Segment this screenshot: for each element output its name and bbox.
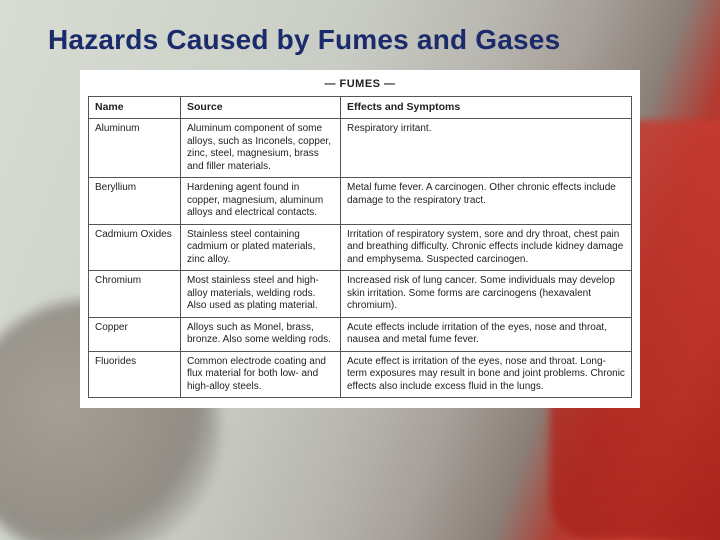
col-header-name: Name <box>89 97 181 119</box>
cell-source: Stainless steel containing cadmium or pl… <box>181 224 341 271</box>
slide-title: Hazards Caused by Fumes and Gases <box>48 24 684 56</box>
table-header-row: Name Source Effects and Symptoms <box>89 97 632 119</box>
cell-source: Common electrode coating and flux materi… <box>181 351 341 398</box>
table-caption: — FUMES — <box>88 76 632 96</box>
cell-name: Beryllium <box>89 178 181 225</box>
col-header-effects: Effects and Symptoms <box>341 97 632 119</box>
cell-effects: Acute effect is irritation of the eyes, … <box>341 351 632 398</box>
table-row: Cadmium Oxides Stainless steel containin… <box>89 224 632 271</box>
col-header-source: Source <box>181 97 341 119</box>
cell-name: Fluorides <box>89 351 181 398</box>
table-row: Copper Alloys such as Monel, brass, bron… <box>89 317 632 351</box>
cell-source: Alloys such as Monel, brass, bronze. Als… <box>181 317 341 351</box>
fumes-table: Name Source Effects and Symptoms Aluminu… <box>88 96 632 398</box>
cell-name: Aluminum <box>89 119 181 178</box>
table-row: Fluorides Common electrode coating and f… <box>89 351 632 398</box>
table-row: Aluminum Aluminum component of some allo… <box>89 119 632 178</box>
cell-source: Hardening agent found in copper, magnesi… <box>181 178 341 225</box>
cell-name: Chromium <box>89 271 181 318</box>
cell-name: Cadmium Oxides <box>89 224 181 271</box>
cell-effects: Increased risk of lung cancer. Some indi… <box>341 271 632 318</box>
fumes-table-container: — FUMES — Name Source Effects and Sympto… <box>80 70 640 408</box>
cell-source: Most stainless steel and high-alloy mate… <box>181 271 341 318</box>
cell-source: Aluminum component of some alloys, such … <box>181 119 341 178</box>
table-row: Beryllium Hardening agent found in coppe… <box>89 178 632 225</box>
table-row: Chromium Most stainless steel and high-a… <box>89 271 632 318</box>
cell-effects: Metal fume fever. A carcinogen. Other ch… <box>341 178 632 225</box>
cell-effects: Respiratory irritant. <box>341 119 632 178</box>
cell-name: Copper <box>89 317 181 351</box>
cell-effects: Irritation of respiratory system, sore a… <box>341 224 632 271</box>
slide-container: Hazards Caused by Fumes and Gases — FUME… <box>0 0 720 540</box>
cell-effects: Acute effects include irritation of the … <box>341 317 632 351</box>
